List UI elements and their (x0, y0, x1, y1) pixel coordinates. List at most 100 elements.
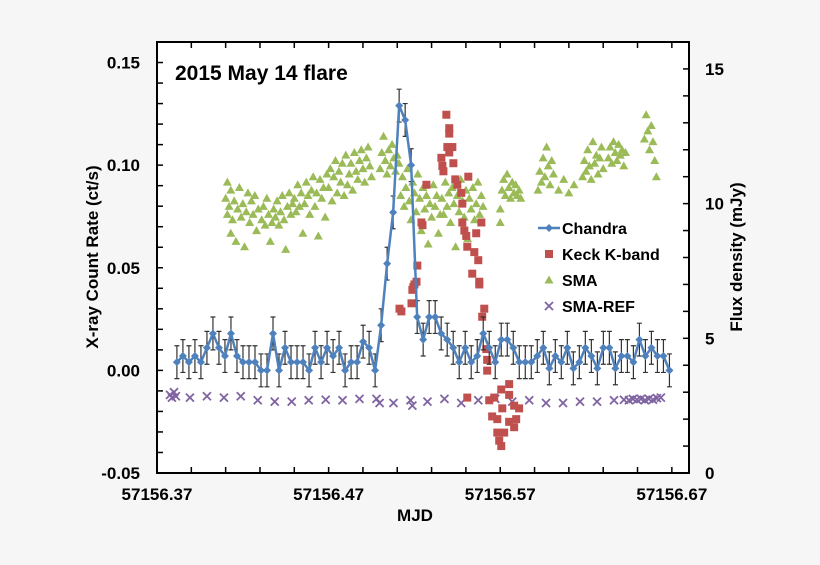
sma-point (286, 209, 296, 218)
chandra-point (371, 366, 380, 375)
sma-point (651, 172, 661, 181)
keck-point (474, 256, 483, 265)
x-marker (270, 396, 280, 407)
sma-ref-point (304, 395, 314, 405)
keck-point (397, 307, 406, 316)
sma-point (288, 199, 298, 208)
x-marker (388, 398, 399, 408)
sma-point (425, 199, 435, 208)
sma-point (330, 156, 340, 165)
x-marker (321, 395, 331, 405)
chandra-point (413, 313, 422, 322)
chandra-point (341, 366, 350, 375)
sma-point (222, 177, 232, 186)
chandra-point (256, 366, 265, 375)
y-left-tick-label: 0.10 (107, 156, 140, 175)
sma-point (241, 207, 251, 216)
keck-point (445, 124, 454, 133)
sma-point (639, 134, 649, 143)
chandra-point (383, 259, 392, 268)
x-marker (422, 396, 433, 407)
x-marker (304, 395, 314, 405)
legend-label: SMA-REF (562, 299, 635, 316)
chandra-point (232, 352, 241, 361)
sma-point (344, 169, 354, 178)
sma-point (363, 142, 373, 151)
sma-point (581, 166, 591, 175)
keck-point (442, 110, 451, 119)
sma-point (380, 156, 390, 165)
keck-point (458, 218, 467, 227)
chandra-point (551, 352, 560, 361)
keck-point (468, 269, 477, 278)
chandra-point (172, 358, 181, 367)
keck-point (422, 180, 431, 189)
sma-point (329, 172, 339, 181)
x-marker (541, 398, 551, 408)
sma-point (252, 226, 262, 235)
sma-point (387, 139, 397, 148)
sma-point (542, 142, 552, 151)
sma-point (401, 182, 411, 191)
keck-point (485, 396, 494, 405)
sma-point (234, 182, 244, 191)
sma-point (301, 177, 311, 186)
sma-ref-point (253, 395, 263, 405)
sma-point (468, 182, 478, 191)
y-left-tick-label: 0.05 (107, 259, 140, 278)
sma-point (588, 137, 598, 146)
sma-point (433, 228, 443, 237)
sma-point (540, 172, 550, 181)
chandra-point (335, 343, 344, 352)
chandra-point (587, 352, 596, 361)
sma-point (437, 193, 447, 202)
keck-point (480, 304, 489, 313)
chandra-point (563, 343, 572, 352)
sma-point (245, 217, 255, 226)
sma-point (646, 121, 656, 130)
chandra-point (527, 358, 536, 367)
sma-ref-point (388, 398, 399, 408)
sma-point (439, 209, 449, 218)
x-marker (236, 391, 246, 401)
sma-point (367, 172, 377, 181)
chandra-point (575, 358, 584, 367)
sma-point (399, 201, 409, 210)
sma-point (569, 180, 579, 189)
sma-point (619, 161, 629, 170)
chandra-point (323, 343, 332, 352)
y-left-tick-label: 0.00 (107, 361, 140, 380)
sma-point (650, 156, 660, 165)
sma-ref-point (524, 395, 534, 405)
chandra-point (665, 366, 674, 375)
chandra-point (401, 115, 410, 124)
sma-point (536, 177, 546, 186)
sma-point (615, 150, 625, 159)
sma-point (226, 228, 236, 237)
y-right-tick-label: 15 (705, 60, 724, 79)
legend-triangle-marker (544, 275, 554, 284)
chandra-point (287, 358, 296, 367)
sma-point (305, 209, 315, 218)
sma-point (240, 242, 250, 251)
sma-point (583, 145, 593, 154)
keck-point (439, 167, 448, 176)
sma-point (413, 169, 423, 178)
keck-point (483, 355, 492, 364)
series-chandra (172, 88, 674, 388)
sma-point (538, 153, 548, 162)
sma-point (312, 188, 322, 197)
series-keck (395, 110, 524, 451)
y-left-tick-label: -0.05 (101, 464, 140, 483)
sma-point (593, 169, 603, 178)
sma-point (445, 217, 455, 226)
sma-point (495, 217, 505, 226)
sma-point (325, 164, 335, 173)
sma-point (605, 142, 615, 151)
x-marker (524, 395, 534, 405)
sma-ref-point (473, 395, 483, 405)
chandra-point (539, 343, 548, 352)
sma-point (607, 158, 617, 167)
x-marker (609, 395, 619, 405)
